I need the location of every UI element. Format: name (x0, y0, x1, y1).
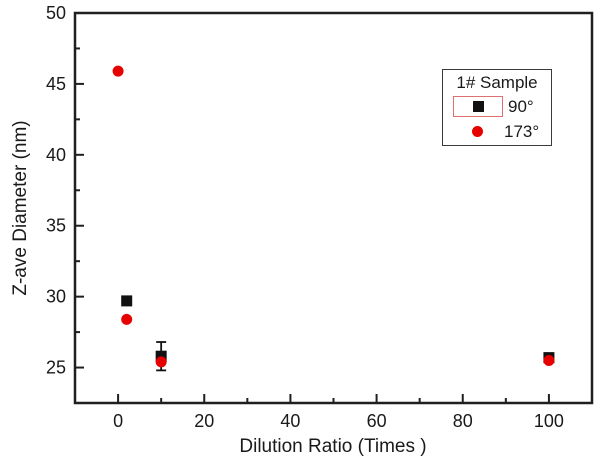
x-tick-label: 100 (534, 411, 564, 431)
data-point-173 (112, 65, 124, 77)
y-tick-label: 35 (46, 216, 66, 236)
legend-selection-box (453, 96, 503, 117)
y-tick-label: 25 (46, 358, 66, 378)
data-point-173 (121, 313, 133, 325)
y-axis-label: Z-ave Diameter (nm) (10, 120, 31, 295)
x-tick-label: 60 (367, 411, 387, 431)
y-tick-label: 45 (46, 74, 66, 94)
legend-item-173: 173° (443, 119, 551, 144)
x-tick-label: 80 (453, 411, 473, 431)
legend-label-90: 90° (508, 96, 534, 116)
y-tick-label: 40 (46, 145, 66, 165)
legend: 1# Sample 90° 173° (442, 69, 552, 146)
y-tick-label: 30 (46, 287, 66, 307)
y-tick-label: 50 (46, 3, 66, 23)
x-tick-label: 20 (194, 411, 214, 431)
legend-label-173: 173° (504, 121, 540, 141)
legend-title: 1# Sample (456, 73, 538, 92)
x-axis-label: Dilution Ratio (Times ) (239, 436, 426, 457)
data-point-90 (155, 350, 167, 362)
x-tick-label: 0 (113, 411, 123, 431)
legend-item-90: 90° (443, 94, 551, 119)
circle-marker-icon (472, 126, 483, 137)
x-tick-label: 40 (280, 411, 300, 431)
data-point-173 (155, 356, 167, 368)
data-point-173 (543, 354, 555, 366)
plot-area: 0 20 40 60 80 100 25 30 35 40 45 50 (46, 3, 594, 431)
square-marker-icon (472, 101, 484, 112)
data-point-90 (121, 295, 133, 307)
